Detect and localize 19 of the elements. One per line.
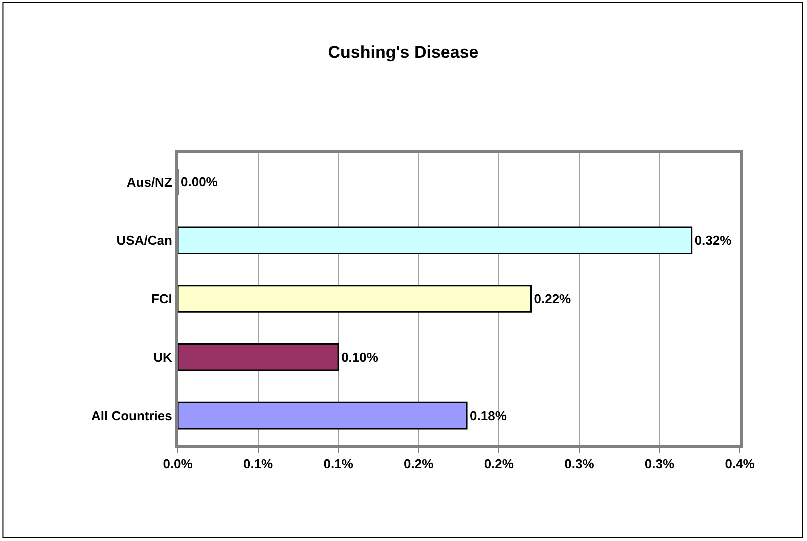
x-tick-label: 0.2% [404, 456, 434, 472]
x-tick-label: 0.0% [163, 456, 194, 472]
x-tick-label: 0.4% [725, 456, 756, 472]
y-tick-label: All Countries [91, 408, 172, 424]
x-tick-label: 0.3% [644, 456, 675, 472]
x-tick-label: 0.1% [324, 456, 354, 472]
x-tick-label: 0.1% [243, 456, 274, 472]
data-label: 0.32% [694, 233, 732, 248]
chart-title: Cushing's Disease [328, 42, 479, 62]
x-tick-label: 0.3% [564, 456, 595, 472]
data-label: 0.10% [342, 350, 379, 365]
data-label: 0.18% [470, 408, 508, 424]
y-tick-label: UK [154, 350, 174, 365]
data-label: 0.00% [181, 174, 218, 190]
x-tick-label: 0.2% [484, 456, 514, 472]
data-label: 0.22% [534, 292, 572, 306]
y-tick-label: Aus/NZ [126, 174, 172, 190]
y-tick-label: FCI [151, 292, 172, 307]
y-tick-label: USA/Can [116, 233, 172, 248]
